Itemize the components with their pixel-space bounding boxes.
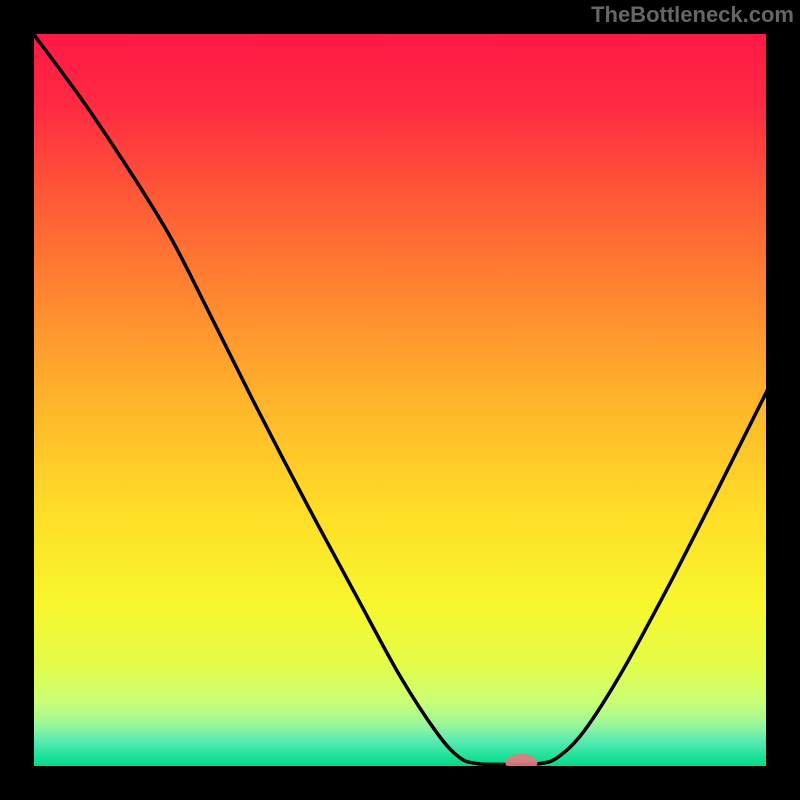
- plot-area: [32, 32, 768, 772]
- gradient-background: [32, 32, 768, 768]
- bottleneck-chart: [0, 0, 800, 800]
- watermark-text: TheBottleneck.com: [591, 2, 794, 28]
